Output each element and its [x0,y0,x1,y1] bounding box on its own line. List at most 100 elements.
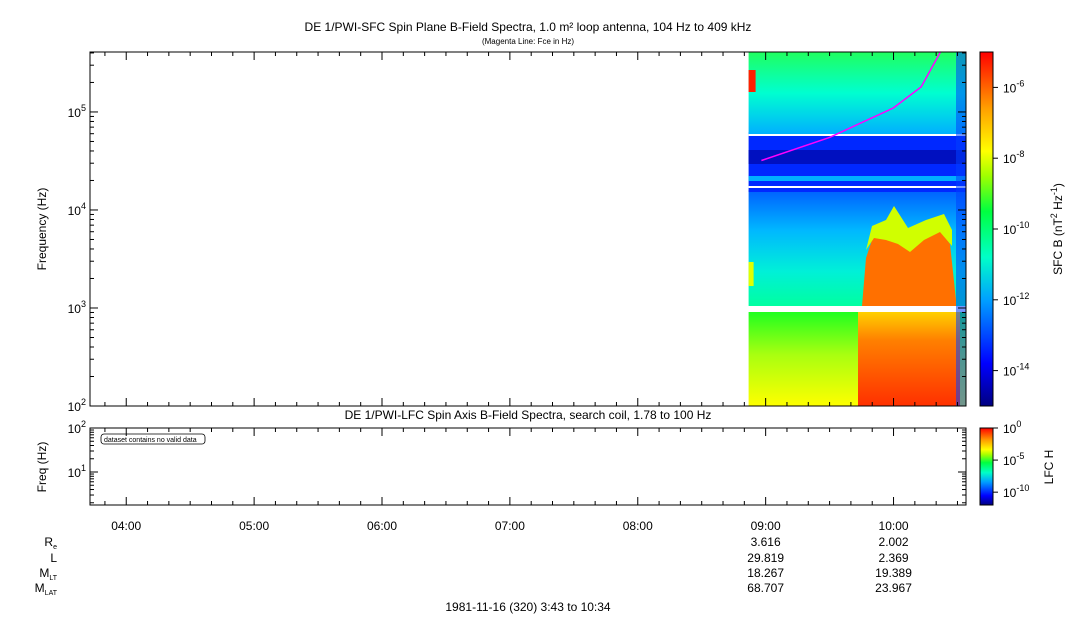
top-colorbar-tick-base: 10 [1003,223,1017,237]
ephemeris-value: 18.267 [747,566,784,580]
top-colorbar-tick-exp: -14 [1016,362,1029,372]
top-y-tick-label: 105 [68,103,86,120]
top-colorbar-label-base: SFC B (nT [1051,218,1065,275]
ephemeris-label-main: L [50,551,57,565]
spec-warm-rim [866,206,952,252]
top-colorbar-tick-label: 10-8 [1003,149,1024,166]
spec-hot-low [858,312,960,406]
bottom-colorbar-tick-label: 10-5 [1003,451,1024,468]
bottom-colorbar-label: LFC H [1042,450,1056,485]
top-y-tick-exp: 5 [81,103,86,113]
ephemeris-label-sub: LT [49,575,57,582]
top-panel-title: DE 1/PWI-SFC Spin Plane B-Field Spectra,… [305,20,752,34]
ephemeris-row-label: L [50,551,57,565]
bottom-colorbar-tick-base: 10 [1003,422,1017,436]
bottom-colorbar-tick-base: 10 [1003,454,1017,468]
top-colorbar-tick-base: 10 [1003,294,1017,308]
footer-time-range: 1981-11-16 (320) 3:43 to 10:34 [445,600,611,614]
top-colorbar-tick-label: 10-12 [1003,291,1029,308]
spec-data-gap [748,306,966,312]
no-data-text: dataset contains no valid data [104,437,197,444]
time-tick-label: 08:00 [623,519,653,533]
bottom-plot-frame [89,427,967,506]
time-tick-label: 05:00 [239,519,269,533]
top-y-tick-base: 10 [68,106,82,120]
top-y-tick-exp: 4 [81,201,86,211]
top-y-tick-label: 103 [68,299,86,316]
ephemeris-label-sub: e [53,544,57,551]
top-colorbar-tick-label: 10-6 [1003,78,1024,95]
bottom-colorbar-tick-exp: -5 [1016,451,1024,461]
spec-right-edge [956,52,966,406]
bottom-y-tick-exp: 2 [81,419,86,429]
bottom-y-tick-exp: 1 [81,463,86,473]
no-data-box [100,433,206,445]
bottom-y-tick-label: 102 [68,419,86,436]
spec-hot-mid [862,222,956,306]
ephemeris-label-main: M [39,566,49,580]
bottom-colorbar [979,427,994,506]
top-colorbar-label-mid: Hz [1051,195,1065,213]
top-y-tick-exp: 3 [81,299,86,309]
top-colorbar-tick-base: 10 [1003,365,1017,379]
top-colorbar-tick-label: 10-10 [1003,220,1029,237]
spec-top-band [748,52,966,134]
top-colorbar-tick-exp: -6 [1016,78,1024,88]
time-axis-labels: 04:00 05:00 06:00 07:00 08:00 09:00 10:00 [111,519,909,533]
bottom-y-tick-label: 101 [68,463,86,480]
top-spectrogram-data [748,52,966,406]
bottom-x-ticks [104,428,958,505]
spec-lighter-streak [748,176,966,181]
top-y-tick-base: 10 [68,302,82,316]
top-panel-subtitle: (Magenta Line: Fce in Hz) [482,37,574,46]
ephemeris-row-label: MLT [39,566,57,582]
top-y-tick-label: 102 [68,397,86,414]
spec-red-spot [748,70,756,92]
top-plot-frame [89,51,967,407]
ephemeris-label-sub: LAT [45,590,58,597]
top-colorbar-tick-base: 10 [1003,152,1017,166]
ephemeris-value: 19.389 [875,566,912,580]
spec-gap-streak-2 [748,134,966,136]
ephemeris-row-label: MLAT [35,581,58,597]
ephemeris-value: 29.819 [747,551,784,565]
top-colorbar-label-end: ) [1051,183,1065,187]
bottom-colorbar-tick-exp: -10 [1016,483,1029,493]
time-tick-label: 07:00 [495,519,525,533]
fce-magenta-line [761,52,942,162]
bottom-colorbar-tick-label: 10-10 [1003,483,1029,500]
ephemeris-row-label: Re [44,535,57,551]
bottom-panel-title: DE 1/PWI-LFC Spin Axis B-Field Spectra, … [345,408,712,422]
time-tick-label: 10:00 [879,519,909,533]
bottom-colorbar-tick-base: 10 [1003,486,1017,500]
top-colorbar-tick-exp: -10 [1016,220,1029,230]
time-tick-label: 09:00 [751,519,781,533]
bottom-y-axis-label: Freq (Hz) [35,442,49,493]
top-y-tick-exp: 2 [81,397,86,407]
top-y-axis-label: Frequency (Hz) [35,188,49,271]
ephemeris-label-main: R [44,535,53,549]
spec-yellow-spot [748,262,754,286]
ephemeris-label-main: M [35,581,45,595]
time-tick-label: 06:00 [367,519,397,533]
ephemeris-value: 68.707 [747,581,784,595]
bottom-y-tick-base: 10 [68,466,82,480]
top-colorbar [979,51,994,407]
top-colorbar-tick-exp: -8 [1016,149,1024,159]
top-colorbar-tick-base: 10 [1003,81,1017,95]
spec-dark-band [748,150,966,164]
ephemeris-value: 3.616 [751,535,781,549]
time-tick-label: 04:00 [111,519,141,533]
top-colorbar-label: SFC B (nT2 Hz-1) [1049,183,1065,275]
ephemeris-value: 2.002 [879,535,909,549]
top-y-tick-base: 10 [68,204,82,218]
ephemeris-value: 23.967 [875,581,912,595]
top-spectrogram [90,52,966,406]
top-colorbar-tick-exp: -12 [1016,291,1029,301]
